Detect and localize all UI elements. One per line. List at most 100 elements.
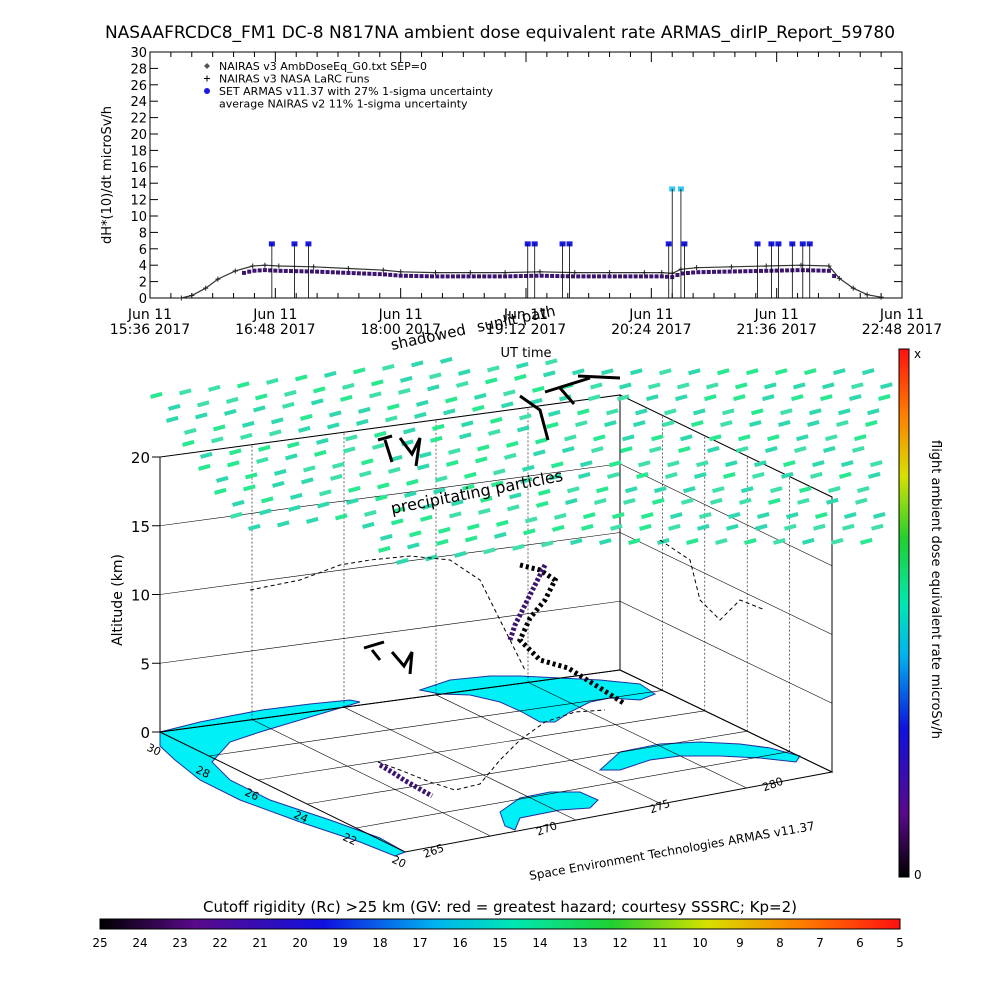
cloud-particle [610, 523, 623, 531]
cloud-particle [842, 523, 855, 531]
cloud-particle [178, 388, 192, 396]
cloud-particle [604, 420, 617, 428]
series-armas-low-point [304, 269, 309, 274]
cloud-particle [804, 368, 817, 376]
cloud-particle [213, 424, 226, 432]
cutoff-tick-label: 23 [172, 936, 187, 950]
series-nairas-point [641, 270, 647, 276]
legend-entry: SET ARMAS v11.37 with 27% 1-sigma uncert… [219, 85, 493, 98]
cloud-particle [724, 460, 738, 468]
cloud-particle [871, 523, 884, 531]
cloud-particle [500, 401, 514, 409]
cloud-particle [194, 412, 208, 420]
series-nairas-point [607, 270, 613, 276]
cloud-particle [232, 499, 245, 507]
cloud-particle [823, 445, 836, 453]
cloud-particle [567, 486, 580, 494]
series-armas-low-point [278, 268, 283, 273]
cloud-particle [757, 512, 770, 520]
cloud-particle [403, 490, 417, 498]
longitude-ticks: 265 270 275 280 [422, 775, 785, 861]
series-armas-low-point [764, 268, 769, 273]
cloud-particle [274, 468, 287, 476]
cutoff-colorbar-label: Cutoff rigidity (Rc) >25 km (GV: red = g… [203, 898, 797, 916]
cloud-particle [764, 382, 777, 390]
cloud-particle [575, 420, 588, 428]
cloud-particle [317, 501, 330, 509]
cloud-particle [667, 523, 681, 531]
cloud-particle [316, 437, 329, 445]
altitude-tick-label: 10 [131, 587, 150, 605]
cloud-particle [545, 421, 559, 429]
landmass-gulf-coast [159, 699, 407, 857]
cloud-particle [870, 460, 883, 468]
series-armas-low-point [743, 269, 748, 274]
cloud-particle [477, 507, 491, 515]
cloud-particle [535, 437, 548, 445]
cloud-particle [270, 417, 284, 425]
series-armas-low-point [654, 274, 659, 279]
cloud-particle [519, 413, 532, 421]
cloud-particle [200, 451, 213, 459]
cloud-particle [228, 448, 242, 456]
series-armas-low-point [565, 274, 570, 279]
cloud-particle [712, 486, 725, 494]
cloud-particle [784, 523, 797, 531]
cloud-particle [448, 447, 461, 455]
series-armas-low-point [424, 274, 429, 279]
y-tick-label: 6 [139, 243, 147, 258]
cloud-particle [551, 461, 564, 469]
wall-grid-line [619, 463, 833, 567]
cloud-particle [780, 408, 793, 416]
cutoff-colorbar-ticks: 25 24 23 22 21 20 19 18 17 16 15 14 13 12 11 10 9 8 7 6 5 [92, 936, 903, 950]
x-tick-date: Jun 11 [879, 307, 924, 323]
y-tick-label: 22 [130, 112, 147, 127]
cutoff-tick-label: 6 [856, 936, 864, 950]
cloud-particle [583, 512, 596, 520]
cloud-particle [474, 456, 488, 464]
series-armas-low-point [691, 270, 696, 275]
cloud-particle [357, 406, 371, 414]
series-armas-low-point [717, 269, 722, 274]
cutoff-tick-label: 16 [452, 936, 467, 950]
cloud-particle [242, 420, 255, 428]
cloud-particle [426, 384, 440, 392]
cloud-particle [765, 445, 778, 453]
cloud-particle [364, 509, 377, 517]
cloud-particle [376, 482, 390, 490]
cloud-particle [715, 537, 728, 545]
series-armas-low-point [534, 273, 539, 278]
cloud-particle [271, 480, 285, 488]
cloud-particle [211, 436, 224, 444]
latitude-tick-label: 30 [145, 741, 163, 759]
cloud-particle [484, 377, 498, 385]
cloud-particle [326, 422, 340, 430]
cloud-particle [594, 497, 607, 505]
cloud-particle [395, 557, 409, 565]
series-nairas-point [763, 263, 769, 269]
cloud-particle [504, 452, 517, 460]
cloud-particle [680, 434, 693, 442]
cloud-particle [377, 545, 391, 553]
cloud-particle [343, 446, 356, 454]
floor-grid-line [527, 682, 747, 789]
series-armas-low-point [409, 273, 414, 278]
cloud-particle [254, 393, 268, 401]
cloud-particle [458, 432, 472, 440]
series-armas-low-point [330, 270, 335, 275]
series-nairas-point [728, 264, 734, 270]
series-armas-low-point [320, 269, 325, 274]
cloud-particle [372, 442, 385, 450]
chart-title: NASAAFRCDC8_FM1 DC-8 N817NA ambient dose… [105, 23, 895, 43]
cloud-particle [387, 403, 400, 411]
y-tick-label: 2 [139, 276, 147, 291]
cloud-particle [606, 408, 619, 416]
series-armas-low-point [597, 274, 602, 279]
cloud-particle [867, 408, 880, 416]
cloud-particle [751, 408, 764, 416]
cloud-particle [857, 486, 870, 494]
wall-grid-line [159, 532, 621, 595]
cloud-particle [259, 508, 272, 516]
y-tick-label: 28 [130, 62, 147, 77]
cutoff-rigidity-cloud [150, 356, 893, 565]
